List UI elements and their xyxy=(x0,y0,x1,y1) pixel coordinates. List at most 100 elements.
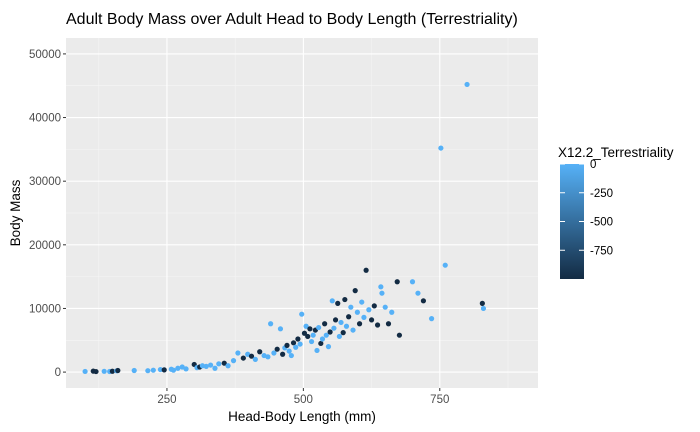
data-point xyxy=(359,299,365,305)
legend-title: X12.2_Terrestriality xyxy=(558,145,674,160)
data-point xyxy=(420,298,427,304)
data-point xyxy=(305,333,311,340)
data-point xyxy=(221,360,227,366)
data-point xyxy=(265,354,271,360)
data-point xyxy=(396,332,403,338)
data-point xyxy=(297,341,303,347)
data-point xyxy=(284,342,290,348)
data-point xyxy=(336,333,342,340)
data-point xyxy=(350,327,356,333)
y-tick-label: 0 xyxy=(55,367,61,379)
legend-ticks: 0 -250 -500 -750 xyxy=(560,159,613,257)
data-point xyxy=(183,366,189,372)
data-point xyxy=(235,350,241,356)
data-point xyxy=(216,361,222,367)
data-point xyxy=(212,365,218,371)
data-point xyxy=(286,348,292,354)
data-point xyxy=(199,363,206,369)
legend-tick-label: -500 xyxy=(590,217,613,229)
data-point xyxy=(318,340,324,347)
data-point xyxy=(329,298,335,304)
data-point xyxy=(131,367,137,374)
data-point xyxy=(175,365,181,371)
data-point xyxy=(301,330,308,336)
data-point xyxy=(145,368,151,374)
data-point xyxy=(208,362,214,368)
data-point xyxy=(342,296,348,303)
legend-tick-label: -250 xyxy=(590,188,613,200)
x-tick-label: 500 xyxy=(294,394,313,406)
data-point xyxy=(323,332,329,338)
data-point xyxy=(366,307,372,313)
data-point xyxy=(325,344,332,350)
data-point xyxy=(252,356,258,362)
data-point xyxy=(361,314,367,320)
y-tick-label: 40000 xyxy=(29,113,61,125)
x-tick-label: 250 xyxy=(157,394,176,406)
data-point xyxy=(343,323,350,329)
major-gridlines xyxy=(66,38,538,388)
data-point xyxy=(385,321,392,327)
data-point xyxy=(379,290,385,296)
data-point xyxy=(438,145,444,151)
data-point xyxy=(415,290,421,296)
data-point xyxy=(293,344,299,350)
data-point xyxy=(280,351,286,357)
minor-gridlines xyxy=(66,38,538,388)
data-point xyxy=(319,336,326,342)
data-point xyxy=(290,340,297,346)
chart-title: Adult Body Mass over Adult Head to Body … xyxy=(66,11,518,28)
data-point xyxy=(308,338,315,345)
legend: X12.2_Terrestriality 0 -250 -500 -750 xyxy=(558,145,674,279)
data-point xyxy=(480,305,487,312)
data-point xyxy=(335,300,341,306)
data-point xyxy=(346,314,352,320)
data-point xyxy=(428,316,435,322)
data-point xyxy=(299,311,305,317)
data-point xyxy=(371,303,377,309)
y-tick-label: 10000 xyxy=(29,303,61,315)
data-point xyxy=(316,324,322,331)
data-point xyxy=(161,367,167,373)
data-point xyxy=(327,329,333,335)
x-axis-title: Head-Body Length (mm) xyxy=(228,409,376,424)
data-point xyxy=(356,321,363,327)
y-tick-label: 30000 xyxy=(29,176,61,188)
data-point xyxy=(479,300,485,306)
data-point xyxy=(340,330,346,336)
data-point xyxy=(101,368,107,374)
data-point xyxy=(331,325,337,331)
data-point xyxy=(409,279,416,285)
y-axis-title: Body Mass xyxy=(8,179,23,246)
data-point xyxy=(368,317,375,323)
data-point xyxy=(338,319,344,326)
data-point xyxy=(307,326,313,332)
y-tick-label: 50000 xyxy=(29,49,61,61)
data-point xyxy=(295,336,301,342)
x-axis: 250 500 750 xyxy=(157,388,449,406)
data-point xyxy=(354,309,360,315)
data-point xyxy=(314,347,320,354)
data-point xyxy=(240,355,246,361)
data-point xyxy=(115,367,121,374)
data-point xyxy=(274,346,280,352)
data-point xyxy=(322,321,328,327)
data-point xyxy=(348,304,354,310)
data-point xyxy=(157,366,163,373)
data-point xyxy=(225,363,231,369)
data-point xyxy=(277,326,284,332)
legend-tick-label: -750 xyxy=(590,245,613,257)
data-point xyxy=(150,367,156,373)
data-point xyxy=(93,368,99,375)
data-point xyxy=(230,358,237,364)
data-point xyxy=(363,267,369,273)
data-point xyxy=(382,304,388,310)
data-point xyxy=(248,353,255,359)
data-point xyxy=(374,322,381,328)
data-point xyxy=(82,368,88,375)
x-tick-label: 750 xyxy=(430,394,449,406)
data-point xyxy=(271,350,277,356)
data-point xyxy=(464,81,470,88)
data-points xyxy=(82,81,487,375)
